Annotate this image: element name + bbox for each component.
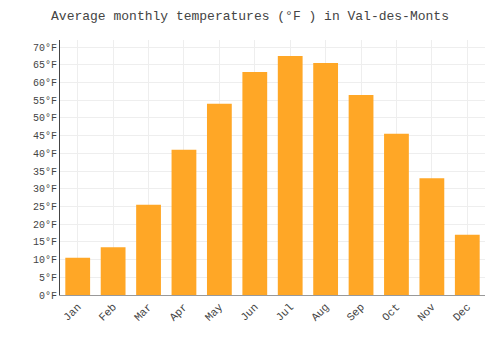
svg-text:30°F: 30°F bbox=[33, 184, 57, 195]
svg-text:15°F: 15°F bbox=[33, 237, 57, 248]
svg-text:35°F: 35°F bbox=[33, 167, 57, 178]
svg-text:May: May bbox=[203, 301, 226, 324]
svg-text:70°F: 70°F bbox=[33, 43, 57, 54]
svg-text:10°F: 10°F bbox=[33, 255, 57, 266]
svg-text:5°F: 5°F bbox=[39, 273, 57, 284]
svg-text:Aug: Aug bbox=[309, 301, 331, 323]
svg-text:Dec: Dec bbox=[451, 301, 473, 323]
svg-text:Average monthly temperatures (: Average monthly temperatures (°F ) in Va… bbox=[51, 9, 449, 24]
svg-text:Nov: Nov bbox=[415, 301, 438, 324]
svg-text:55°F: 55°F bbox=[33, 96, 57, 107]
svg-text:25°F: 25°F bbox=[33, 202, 57, 213]
svg-text:Mar: Mar bbox=[132, 301, 154, 323]
svg-text:Oct: Oct bbox=[380, 301, 402, 323]
svg-text:45°F: 45°F bbox=[33, 131, 57, 142]
svg-text:Jan: Jan bbox=[61, 301, 83, 323]
svg-text:Apr: Apr bbox=[167, 301, 189, 323]
svg-text:40°F: 40°F bbox=[33, 149, 57, 160]
svg-text:Sep: Sep bbox=[345, 301, 367, 323]
svg-text:0°F: 0°F bbox=[39, 291, 57, 302]
svg-text:60°F: 60°F bbox=[33, 78, 57, 89]
svg-text:Jul: Jul bbox=[274, 301, 296, 323]
svg-text:65°F: 65°F bbox=[33, 60, 57, 71]
svg-text:50°F: 50°F bbox=[33, 113, 57, 124]
svg-text:Jun: Jun bbox=[238, 301, 260, 323]
svg-text:20°F: 20°F bbox=[33, 220, 57, 231]
svg-text:Feb: Feb bbox=[97, 301, 119, 323]
